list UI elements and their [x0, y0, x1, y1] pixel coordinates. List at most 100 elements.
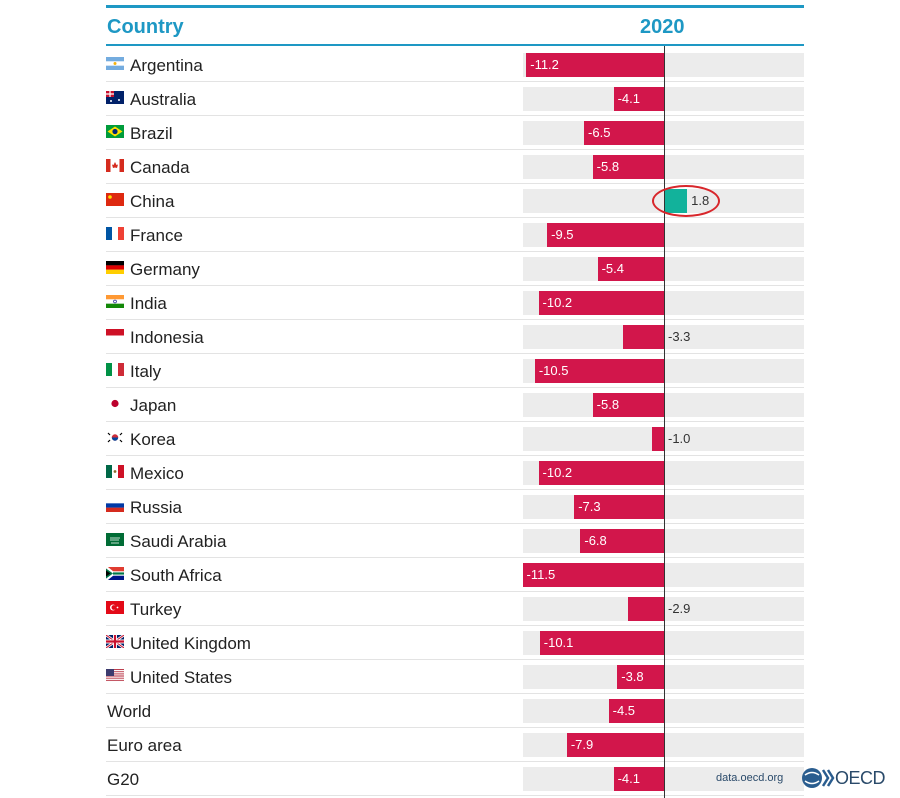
- korea-flag-icon: [106, 431, 124, 444]
- china-flag-icon: [106, 193, 124, 206]
- mexico-flag-icon: [106, 465, 124, 478]
- country-label: Mexico: [130, 464, 184, 483]
- data-label: -2.9: [668, 601, 691, 616]
- country-label: World: [107, 702, 152, 721]
- table-row[interactable]: India -10.2: [106, 286, 804, 320]
- bar[interactable]: [534, 359, 664, 383]
- oecd-globe-icon: [802, 768, 835, 788]
- country-label: G20: [107, 770, 140, 789]
- table-row[interactable]: Korea -1.0: [106, 422, 804, 456]
- bar[interactable]: [597, 257, 664, 281]
- data-label: -7.9: [570, 737, 594, 752]
- country-label: Saudi Arabia: [130, 532, 227, 551]
- table-row[interactable]: Saudi Arabia -6.8: [106, 524, 804, 558]
- bar[interactable]: [547, 223, 664, 247]
- oecd-logo-text: OECD: [835, 768, 886, 788]
- table-row[interactable]: United States -3.8: [106, 660, 804, 694]
- country-label: Australia: [130, 90, 197, 109]
- highlight-circle: [652, 185, 720, 217]
- country-label: Canada: [130, 158, 190, 177]
- table-row[interactable]: Germany -5.4: [106, 252, 804, 286]
- data-label: -6.8: [584, 533, 607, 548]
- australia-flag-icon: [106, 91, 124, 104]
- bar[interactable]: [522, 563, 664, 587]
- data-label: -11.2: [530, 57, 559, 72]
- data-label: -1.0: [668, 431, 691, 446]
- argentina-flag-icon: [106, 57, 124, 70]
- data-label: -4.5: [612, 703, 636, 718]
- column-header-country: Country: [107, 16, 184, 38]
- bar[interactable]: [592, 155, 664, 179]
- data-label: -5.8: [596, 159, 620, 174]
- bar[interactable]: [592, 393, 664, 417]
- country-label: China: [130, 192, 175, 211]
- data-label: -5.4: [601, 261, 624, 276]
- country-label: France: [130, 226, 183, 245]
- table-row[interactable]: World -4.5: [106, 694, 804, 728]
- bar[interactable]: [538, 291, 664, 315]
- country-label: Indonesia: [130, 328, 204, 347]
- header-rule: [106, 44, 804, 46]
- table-row[interactable]: United Kingdom -10.1: [106, 626, 804, 660]
- table-row[interactable]: Russia -7.3: [106, 490, 804, 524]
- table-row[interactable]: Canada -5.8: [106, 150, 804, 184]
- canada-flag-icon: [106, 159, 124, 172]
- table-row[interactable]: France -9.5: [106, 218, 804, 252]
- table-row[interactable]: Brazil -6.5: [106, 116, 804, 150]
- table-row[interactable]: Japan -5.8: [106, 388, 804, 422]
- bar[interactable]: [538, 461, 664, 485]
- south-africa-flag-icon: [106, 567, 124, 580]
- bar[interactable]: [566, 733, 664, 757]
- column-header-year: 2020: [640, 16, 685, 38]
- country-label: Argentina: [130, 56, 203, 75]
- country-label: Italy: [130, 362, 162, 381]
- united-states-flag-icon: [106, 669, 124, 682]
- data-label: -10.1: [543, 635, 574, 650]
- country-label: Japan: [130, 396, 177, 415]
- italy-flag-icon: [106, 363, 124, 376]
- data-label: -5.8: [596, 397, 620, 412]
- country-label: United Kingdom: [130, 634, 251, 653]
- bar[interactable]: [628, 597, 664, 621]
- table-row[interactable]: Euro area -7.9: [106, 728, 804, 762]
- country-label: Germany: [130, 260, 200, 279]
- table-row[interactable]: Indonesia -3.3: [106, 320, 804, 354]
- bar[interactable]: [526, 53, 664, 77]
- bar[interactable]: [617, 665, 664, 689]
- table-row[interactable]: South Africa -11.5: [106, 558, 804, 592]
- germany-flag-icon: [106, 261, 124, 274]
- data-label: -4.1: [617, 771, 640, 786]
- country-label: India: [130, 294, 167, 313]
- bar[interactable]: [613, 87, 664, 111]
- table-row[interactable]: Mexico -10.2: [106, 456, 804, 490]
- bar[interactable]: [584, 121, 664, 145]
- table-row[interactable]: Argentina -11.2: [106, 48, 804, 82]
- table-row[interactable]: Turkey -2.9: [106, 592, 804, 626]
- table-row[interactable]: G20 -4.1: [106, 762, 804, 796]
- table-row[interactable]: Australia -4.1: [106, 82, 804, 116]
- india-flag-icon: [106, 295, 124, 308]
- bar[interactable]: [574, 495, 664, 519]
- indonesia-flag-icon: [106, 329, 124, 342]
- bar[interactable]: [651, 427, 664, 451]
- data-label: -7.3: [578, 499, 601, 514]
- bar[interactable]: [623, 325, 664, 349]
- france-flag-icon: [106, 227, 124, 240]
- data-label: -10.2: [542, 465, 573, 480]
- bar[interactable]: [539, 631, 664, 655]
- table-row[interactable]: Italy -10.5: [106, 354, 804, 388]
- zero-axis-line: [664, 46, 665, 798]
- source-label[interactable]: data.oecd.org: [716, 772, 784, 784]
- bar[interactable]: [608, 699, 664, 723]
- turkey-flag-icon: [106, 601, 124, 614]
- brazil-flag-icon: [106, 125, 124, 138]
- country-label: Turkey: [130, 600, 182, 619]
- data-label: -10.2: [542, 295, 573, 310]
- bar[interactable]: [613, 767, 664, 791]
- country-label: South Africa: [130, 566, 222, 585]
- data-label: -4.1: [617, 91, 640, 106]
- bar[interactable]: [580, 529, 664, 553]
- data-label: -3.8: [621, 669, 644, 684]
- data-label: -11.5: [526, 567, 556, 582]
- country-label: Russia: [130, 498, 182, 517]
